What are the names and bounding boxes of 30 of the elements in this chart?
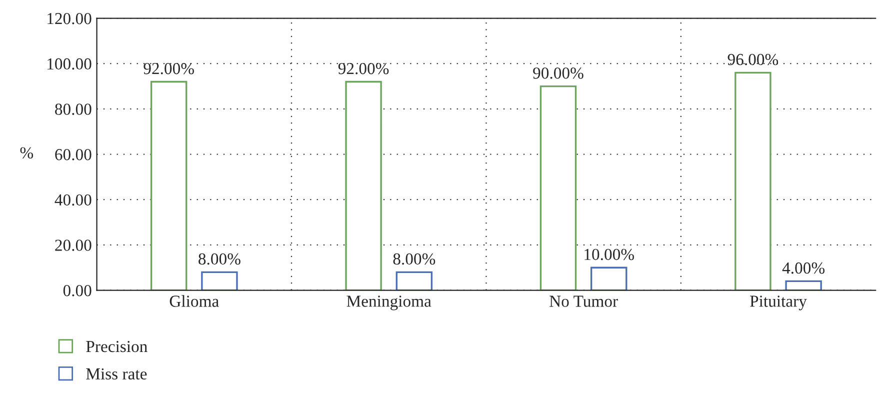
bar: [590, 266, 628, 290]
y-tick-label: 40.00: [54, 194, 92, 206]
y-tick-label: 100.00: [48, 58, 92, 70]
bar: [201, 271, 238, 290]
data-label: 92.00%: [144, 62, 194, 74]
bar: [396, 271, 433, 290]
y-tick-label: 60.00: [55, 148, 92, 160]
x-tick-label: Pituitary: [750, 296, 807, 310]
x-tick-label: Meningioma: [346, 296, 432, 310]
data-label: 8.00%: [393, 253, 436, 265]
data-label: 8.00%: [198, 253, 240, 265]
data-label: 92.00%: [338, 62, 389, 74]
y-axis-title: %: [20, 147, 34, 159]
y-tick-label: 20.00: [55, 240, 92, 251]
y-tick-label: 0.00: [63, 284, 92, 296]
data-label: 90.00%: [533, 67, 584, 79]
bar: [734, 72, 772, 290]
bar: [150, 80, 188, 290]
legend-label: Miss rate: [86, 368, 147, 380]
data-label: 10.00%: [584, 248, 634, 260]
y-tick-label: 80.00: [55, 104, 92, 115]
data-label: 4.00%: [782, 262, 825, 274]
bar: [785, 280, 822, 290]
y-tick-label: 120.00: [48, 12, 92, 24]
data-label: 96.00%: [728, 54, 778, 66]
bar: [540, 85, 577, 290]
bar: [345, 80, 382, 290]
legend-label: Precision: [86, 340, 148, 352]
x-tick-label: No Tumor: [550, 296, 618, 307]
x-tick-label: Glioma: [170, 295, 219, 307]
